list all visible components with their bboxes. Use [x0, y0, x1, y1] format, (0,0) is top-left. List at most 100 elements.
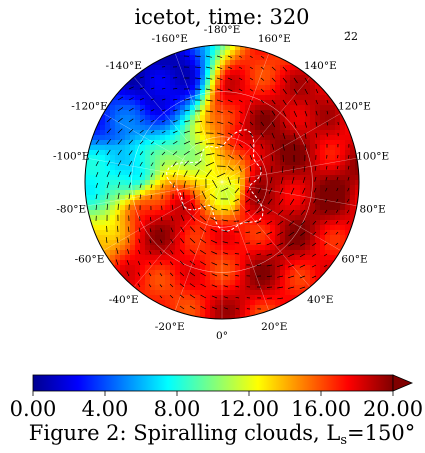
field-cell — [315, 240, 321, 246]
field-cell — [225, 275, 231, 281]
field-cell — [310, 200, 316, 206]
field-cell — [270, 230, 276, 236]
field-cell — [215, 100, 221, 106]
field-cell — [235, 180, 241, 186]
field-cell — [245, 265, 251, 271]
field-cell — [115, 180, 121, 186]
wind-vector — [128, 86, 134, 90]
field-cell — [95, 140, 101, 146]
field-cell — [260, 50, 266, 56]
field-cell — [355, 215, 359, 221]
field-cell — [290, 105, 296, 111]
field-cell — [230, 115, 236, 121]
field-cell — [265, 80, 271, 86]
wind-vector — [172, 182, 175, 189]
wind-vector — [161, 141, 166, 145]
field-cell — [140, 165, 146, 171]
wind-vector — [127, 226, 130, 233]
field-cell — [150, 230, 156, 236]
field-cell — [280, 150, 286, 156]
field-cell — [240, 145, 246, 151]
field-cell — [105, 215, 111, 221]
field-cell — [165, 105, 171, 111]
wind-vector — [300, 209, 306, 215]
meridian-line — [174, 181, 223, 311]
field-cell — [260, 85, 266, 91]
field-cell — [230, 145, 236, 151]
field-cell — [110, 195, 116, 201]
field-cell — [240, 60, 246, 66]
field-cell — [285, 95, 291, 101]
field-cell — [140, 140, 146, 146]
field-cell — [175, 125, 181, 131]
field-cell — [225, 255, 231, 261]
field-cell — [135, 240, 141, 246]
field-cell — [110, 235, 116, 241]
field-cell — [255, 80, 261, 86]
field-cell — [100, 115, 106, 121]
field-cell — [240, 270, 246, 276]
field-cell — [235, 175, 241, 181]
field-cell — [255, 155, 261, 161]
wind-vector — [161, 151, 166, 156]
field-cell — [230, 185, 236, 191]
field-cell — [220, 125, 226, 131]
field-cell — [245, 170, 251, 176]
field-cell — [125, 100, 131, 106]
field-cell — [260, 150, 266, 156]
field-cell — [160, 135, 166, 141]
field-cell — [125, 105, 131, 111]
field-cell — [190, 70, 196, 76]
field-cell — [205, 300, 211, 306]
field-cell — [310, 250, 316, 256]
field-cell — [235, 255, 241, 261]
field-cell — [260, 70, 266, 76]
field-cell — [145, 105, 151, 111]
field-cell — [335, 235, 341, 241]
field-cell — [295, 155, 301, 161]
field-cell — [175, 105, 181, 111]
field-cell — [160, 210, 166, 216]
field-cell — [210, 285, 216, 291]
field-cell — [190, 155, 196, 161]
field-cell — [285, 220, 291, 226]
field-cell — [205, 60, 211, 66]
field-cell — [330, 185, 336, 191]
longitude-label: -80°E — [56, 204, 86, 216]
field-cell — [115, 220, 121, 226]
field-cell — [125, 170, 131, 176]
wind-vector — [189, 305, 196, 310]
field-cell — [260, 135, 266, 141]
field-cell — [215, 295, 221, 301]
field-cell — [315, 250, 321, 256]
field-cell — [135, 220, 141, 226]
field-cell — [195, 270, 201, 276]
field-cell — [215, 160, 221, 166]
field-cell — [190, 230, 196, 236]
field-cell — [120, 125, 126, 131]
wind-vector — [199, 215, 207, 222]
field-cell — [270, 300, 276, 306]
field-cell — [155, 95, 161, 101]
field-cell — [210, 70, 216, 76]
field-cell — [95, 235, 101, 241]
field-cell — [245, 255, 251, 261]
field-cell — [85, 225, 91, 231]
field-cell — [115, 145, 121, 151]
field-cell — [220, 220, 226, 226]
field-cell — [250, 125, 256, 131]
field-cell — [165, 255, 171, 261]
field-cell — [190, 50, 196, 56]
field-cell — [235, 45, 241, 51]
field-cell — [190, 270, 196, 276]
wind-vector — [220, 187, 229, 192]
field-cell — [290, 265, 296, 271]
field-cell — [155, 250, 161, 256]
field-cell — [305, 75, 311, 81]
wind-vector — [172, 161, 177, 167]
field-cell — [220, 185, 226, 191]
field-cell — [200, 245, 206, 251]
field-cell — [295, 190, 301, 196]
field-cell — [250, 185, 256, 191]
field-cell — [220, 80, 226, 86]
